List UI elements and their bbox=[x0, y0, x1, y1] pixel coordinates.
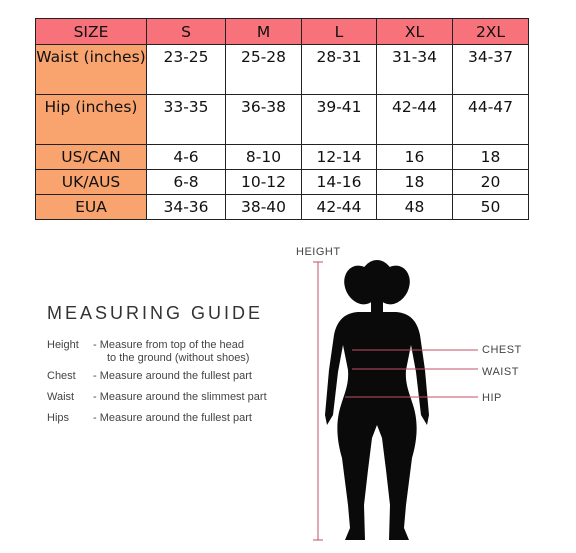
cell: 38-40 bbox=[225, 194, 302, 220]
guide-desc: - Measure around the fullest part bbox=[93, 412, 252, 424]
cell: 23-25 bbox=[146, 44, 226, 95]
cell: 12-14 bbox=[301, 144, 377, 170]
row-label: US/CAN bbox=[35, 144, 147, 170]
cell: 18 bbox=[376, 169, 453, 195]
cell: 28-31 bbox=[301, 44, 377, 95]
cell: 44-47 bbox=[452, 94, 529, 145]
cell: 25-28 bbox=[225, 44, 302, 95]
cell: 50 bbox=[452, 194, 529, 220]
size-chart-table: SIZE S M L XL 2XL Waist (inches) 23-25 2… bbox=[35, 18, 529, 220]
guide-key: Height bbox=[47, 339, 79, 351]
cell: 14-16 bbox=[301, 169, 377, 195]
row-label: EUA bbox=[35, 194, 147, 220]
cell: 8-10 bbox=[225, 144, 302, 170]
row-eua: EUA 34-36 38-40 42-44 48 50 bbox=[35, 194, 529, 220]
header-m: M bbox=[225, 18, 302, 45]
cell: 39-41 bbox=[301, 94, 377, 145]
row-uk-aus: UK/AUS 6-8 10-12 14-16 18 20 bbox=[35, 169, 529, 195]
header-size: SIZE bbox=[35, 18, 147, 45]
cell: 34-37 bbox=[452, 44, 529, 95]
cell: 18 bbox=[452, 144, 529, 170]
cell: 42-44 bbox=[376, 94, 453, 145]
header-xl: XL bbox=[376, 18, 453, 45]
guide-desc: - Measure around the slimmest part bbox=[93, 391, 267, 403]
chest-label: CHEST bbox=[482, 344, 522, 356]
guide-key: Waist bbox=[47, 391, 75, 403]
header-s: S bbox=[146, 18, 226, 45]
hip-label: HIP bbox=[482, 392, 502, 404]
header-l: L bbox=[301, 18, 377, 45]
guide-desc: - Measure from top of the head bbox=[93, 339, 245, 351]
header-2xl: 2XL bbox=[452, 18, 529, 45]
cell: 48 bbox=[376, 194, 453, 220]
height-measure-line bbox=[313, 261, 323, 541]
row-hip: Hip (inches) 33-35 36-38 39-41 42-44 44-… bbox=[35, 94, 529, 145]
cell: 4-6 bbox=[146, 144, 226, 170]
cell: 34-36 bbox=[146, 194, 226, 220]
cell: 36-38 bbox=[225, 94, 302, 145]
cell: 20 bbox=[452, 169, 529, 195]
row-waist: Waist (inches) 23-25 25-28 28-31 31-34 3… bbox=[35, 44, 529, 95]
size-header-row: SIZE S M L XL 2XL bbox=[35, 18, 529, 45]
measuring-guide-title: MEASURING GUIDE bbox=[47, 303, 264, 323]
row-label: Hip (inches) bbox=[35, 94, 147, 145]
row-us-can: US/CAN 4-6 8-10 12-14 16 18 bbox=[35, 144, 529, 170]
waist-label: WAIST bbox=[482, 366, 519, 378]
cell: 16 bbox=[376, 144, 453, 170]
row-label: Waist (inches) bbox=[35, 44, 147, 95]
measure-pointer-lines bbox=[345, 349, 478, 398]
cell: 6-8 bbox=[146, 169, 226, 195]
cell: 31-34 bbox=[376, 44, 453, 95]
guide-desc-cont: to the ground (without shoes) bbox=[107, 352, 250, 364]
cell: 42-44 bbox=[301, 194, 377, 220]
guide-key: Hips bbox=[47, 412, 70, 424]
cell: 33-35 bbox=[146, 94, 226, 145]
row-label: UK/AUS bbox=[35, 169, 147, 195]
guide-desc: - Measure around the fullest part bbox=[93, 370, 252, 382]
height-label: HEIGHT bbox=[296, 246, 341, 258]
cell: 10-12 bbox=[225, 169, 302, 195]
guide-key: Chest bbox=[47, 370, 76, 382]
woman-silhouette bbox=[325, 260, 429, 540]
